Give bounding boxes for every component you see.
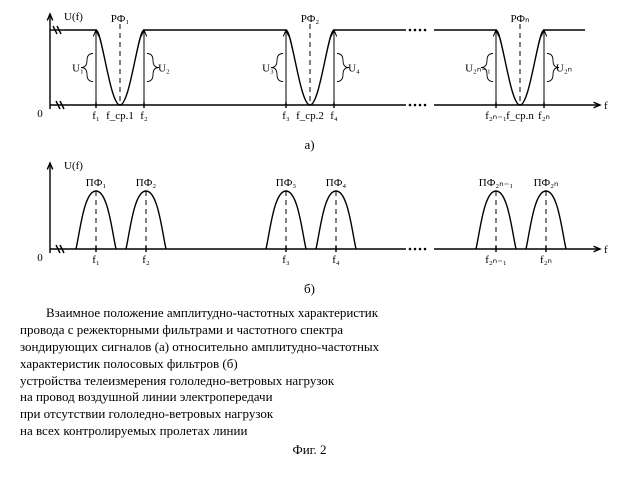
svg-text:f₃: f₃	[282, 254, 290, 266]
svg-text:ПФ₄: ПФ₄	[326, 177, 347, 189]
svg-text:U(f): U(f)	[64, 11, 83, 23]
svg-text:f₂ₙ: f₂ₙ	[540, 254, 552, 266]
svg-text:0: 0	[37, 252, 43, 264]
svg-text:ПФ₃: ПФ₃	[276, 177, 297, 189]
svg-text:f₂: f₂	[140, 110, 148, 122]
chart-a: 0 U(f) f f₁ f₂ f_ср.1 РФ₁ U₁ U₂ f₃ f₄ f_ср.2 РФ₂ U₃ U₄…	[10, 10, 609, 135]
chart-b-svg: 0 U(f) f f₁ ПФ₁ f₂ ПФ₂ f₃ ПФ₃ f₄ ПФ₄ f₂ₙ₋₁ ПФ₂ₙ₋₁ f₂ₙ…	[10, 159, 610, 279]
svg-text:U₁: U₁	[72, 63, 84, 75]
svg-text:f₂ₙ₋₁: f₂ₙ₋₁	[485, 254, 507, 266]
svg-text:ПФ₂ₙ: ПФ₂ₙ	[534, 177, 559, 189]
chart-a-svg: 0 U(f) f f₁ f₂ f_ср.1 РФ₁ U₁ U₂ f₃ f₄ f_ср.2 РФ₂ U₃ U₄…	[10, 10, 610, 135]
svg-text:f_ср.1: f_ср.1	[106, 110, 134, 122]
svg-text:f_ср.n: f_ср.n	[506, 110, 534, 122]
svg-text:U₄: U₄	[348, 63, 360, 75]
svg-text:f₂: f₂	[142, 254, 150, 266]
svg-text:f: f	[604, 100, 608, 112]
svg-text:f₃: f₃	[282, 110, 290, 122]
chart-a-sublabel: а)	[10, 137, 609, 153]
svg-text:U₂: U₂	[158, 63, 170, 75]
svg-text:U₃: U₃	[262, 63, 274, 75]
svg-text:ПФ₁: ПФ₁	[86, 177, 107, 189]
svg-text:ПФ₂: ПФ₂	[136, 177, 157, 189]
svg-text:f: f	[604, 244, 608, 256]
svg-text:U₂ₙ₋₁: U₂ₙ₋₁	[465, 63, 491, 75]
figure-label: Фиг. 2	[10, 442, 609, 458]
svg-text:U₂ₙ: U₂ₙ	[556, 63, 572, 75]
figure-caption: Взаимное положение амплитудно-частотных …	[10, 305, 609, 440]
svg-text:f₄: f₄	[330, 110, 338, 122]
svg-text:f₁: f₁	[92, 254, 100, 266]
svg-text:f₁: f₁	[92, 110, 100, 122]
svg-text:f₂ₙ₋₁: f₂ₙ₋₁	[485, 110, 507, 122]
svg-text:f_ср.2: f_ср.2	[296, 110, 324, 122]
chart-b: 0 U(f) f f₁ ПФ₁ f₂ ПФ₂ f₃ ПФ₃ f₄ ПФ₄ f₂ₙ₋₁ ПФ₂ₙ₋₁ f₂ₙ…	[10, 159, 609, 279]
svg-text:РФ₁: РФ₁	[111, 13, 130, 25]
svg-text:0: 0	[37, 108, 43, 120]
svg-text:f₄: f₄	[332, 254, 340, 266]
svg-text:f₂ₙ: f₂ₙ	[538, 110, 550, 122]
svg-text:РФ₂: РФ₂	[301, 13, 320, 25]
chart-b-sublabel: б)	[10, 281, 609, 297]
svg-text:ПФ₂ₙ₋₁: ПФ₂ₙ₋₁	[479, 177, 514, 189]
svg-text:U(f): U(f)	[64, 160, 83, 172]
svg-text:РФₙ: РФₙ	[510, 13, 529, 25]
